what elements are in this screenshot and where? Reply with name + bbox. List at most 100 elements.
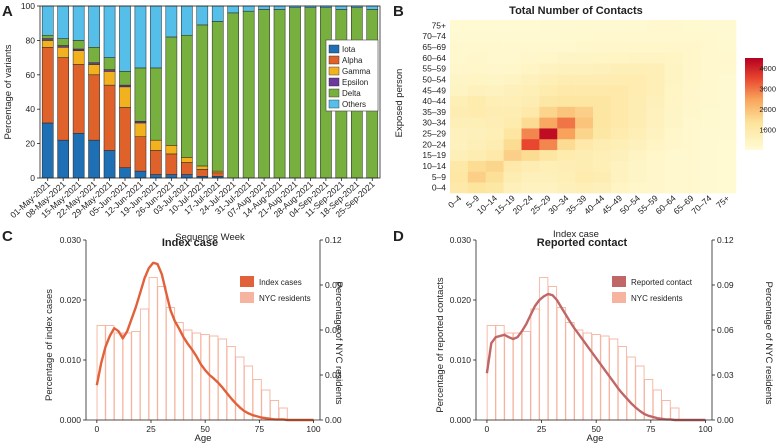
- panel-b-heatmap-cell: [503, 138, 522, 151]
- panel-d-nyc-bar: [556, 307, 566, 421]
- panel-a-legend-swatch-alpha: [328, 55, 340, 65]
- panel-a-bar-others: [366, 5, 379, 10]
- panel-a-bar-gamma: [150, 139, 162, 151]
- panel-b-colorbar-tick-label: 3000: [759, 85, 776, 94]
- panel-a-y-tick-label: 80: [26, 35, 36, 45]
- panel-b-heatmap-cell: [610, 84, 630, 96]
- panel-b-heatmap-cell: [503, 149, 522, 161]
- panel-b-heatmap-cell: [682, 171, 701, 183]
- panel-d-x-tick-label: 50: [591, 424, 601, 434]
- panel-b-heatmap-cell: [450, 52, 469, 64]
- panel-b-heatmap-cell: [700, 20, 719, 32]
- panel-b-heatmap-cell: [700, 117, 719, 129]
- panel-b-heatmap-cell: [628, 84, 647, 96]
- panel-a-bar-gamma: [211, 170, 224, 174]
- panel-b-heatmap-cell: [467, 138, 487, 151]
- panel-b-heatmap-cell: [521, 117, 540, 129]
- panel-a-x-axis-label: Sequence Week: [175, 232, 245, 243]
- panel-b-heatmap-cell: [718, 63, 737, 75]
- panel-a-bar-epsilon: [134, 120, 147, 124]
- panel-b-heatmap-cell: [718, 106, 737, 118]
- panel-b-heatmap-cell: [503, 106, 522, 118]
- panel-c: Index case 0.0000.0100.0200.0300.000.030…: [44, 235, 344, 444]
- panel-c-nyc-bar: [174, 322, 184, 421]
- panel-b-heatmap-cell: [628, 171, 647, 183]
- panel-b-heatmap-cell: [503, 160, 522, 172]
- panel-b-heatmap-cell: [646, 52, 665, 64]
- panel-b-heatmap-cell: [593, 182, 612, 194]
- panel-b-heatmap-cell: [628, 106, 647, 118]
- panel-b-heatmap-cell: [557, 106, 576, 118]
- panel-b-y-tick-label: 70–74: [422, 31, 446, 41]
- panel-a-bar-iota: [103, 150, 116, 179]
- panel-b-heatmap-cell: [467, 182, 487, 194]
- panel-b-heatmap-cell: [628, 52, 647, 64]
- panel-b-heatmap-cell: [450, 106, 469, 118]
- panel-d-legend-label-nyc: NYC residents: [631, 294, 683, 303]
- panel-a-bar-delta: [304, 7, 317, 179]
- panel-a-bar-others: [103, 5, 116, 58]
- panel-b-heatmap-cell: [718, 52, 737, 64]
- panel-a-bar-alpha: [72, 64, 85, 134]
- panel-b-heatmap-cell: [628, 117, 647, 129]
- panel-c-density-line: [95, 261, 314, 422]
- panel-b-heatmap-cell: [628, 30, 647, 42]
- panel-a-legend: Iota Alpha Gamma Epsilon Delta Others: [325, 39, 379, 112]
- panel-b-heatmap-cell: [521, 149, 540, 161]
- panel-a-legend-swatch-epsilon: [328, 77, 340, 87]
- panel-c-nyc-bar: [217, 338, 228, 421]
- panel-d-x-tick-label: 0: [485, 424, 490, 434]
- panel-b-heatmap-cell: [467, 20, 487, 32]
- panel-b-heatmap-cell: [485, 138, 504, 151]
- panel-a-bar-delta: [211, 21, 224, 172]
- panel-b-heatmap-cell: [450, 95, 469, 107]
- panel-a-bar-gamma: [57, 47, 69, 58]
- panel-b-heatmap-cell: [539, 30, 558, 42]
- panel-b-heatmap-cell: [503, 52, 522, 64]
- panel-b-heatmap-cell: [557, 160, 576, 172]
- panel-a-bar-others: [258, 5, 270, 10]
- panel-b-heatmap-cell: [700, 84, 719, 96]
- panel-b-heatmap-cell: [539, 117, 558, 129]
- panel-a-y-tick-label: 100: [21, 1, 35, 11]
- panel-b-heatmap-cell: [610, 171, 630, 183]
- panel-b-heatmap-cell: [467, 30, 487, 42]
- panel-b-heatmap-cell: [557, 52, 576, 64]
- panel-a-bar-others: [196, 5, 209, 26]
- panel-a-bar-epsilon: [72, 48, 85, 51]
- panel-b-heatmap-cell: [467, 149, 487, 161]
- panel-b-heatmap-cell: [700, 95, 719, 107]
- panel-b-heatmap-cell: [503, 128, 522, 140]
- panel-a-bar-others: [57, 5, 69, 39]
- panel-d-nyc-bar: [504, 332, 514, 421]
- panel-b-heatmap-cell: [682, 138, 701, 151]
- panel-b-heatmap-cell: [718, 41, 737, 53]
- panel-letter-b: B: [393, 3, 404, 20]
- panel-b-heatmap-cell: [521, 95, 540, 107]
- panel-a-y-tick-label: 0: [30, 173, 35, 183]
- panel-a-bar-delta: [134, 67, 147, 122]
- panel-b-heatmap-cell: [718, 160, 737, 172]
- panel-b-heatmap-cell: [664, 171, 683, 183]
- panel-b-heatmap-cell: [575, 52, 594, 64]
- panel-c-y2-tick-label: 0.12: [325, 235, 342, 245]
- panel-b-heatmap-cell: [628, 149, 647, 161]
- panel-d-nyc-bar: [512, 332, 523, 421]
- panel-a-bar-alpha: [103, 84, 116, 151]
- panel-d-nyc-bar: [574, 329, 584, 421]
- panel-b-heatmap-cell: [503, 63, 522, 75]
- panel-a-bar-delta: [57, 38, 69, 46]
- panel-b-y-tick-label: 60–64: [422, 53, 446, 63]
- panel-b-heatmap-cell: [539, 63, 558, 75]
- panel-b-heatmap-cell: [700, 149, 719, 161]
- panel-b-heatmap-cell: [682, 20, 701, 32]
- panel-d-y-tick-label: 0.030: [450, 235, 472, 245]
- panel-b-heatmap-cell: [628, 182, 647, 194]
- panel-b-heatmap-cell: [593, 149, 612, 161]
- panel-a-bar-others: [227, 5, 239, 14]
- panel-a-legend-label-gamma: Gamma: [342, 67, 371, 76]
- panel-d-nyc-bar: [652, 389, 662, 421]
- panel-c-x-tick-label: 75: [255, 424, 265, 434]
- panel-a-bar-gamma: [88, 64, 100, 76]
- panel-b-heatmap-cell: [593, 41, 612, 53]
